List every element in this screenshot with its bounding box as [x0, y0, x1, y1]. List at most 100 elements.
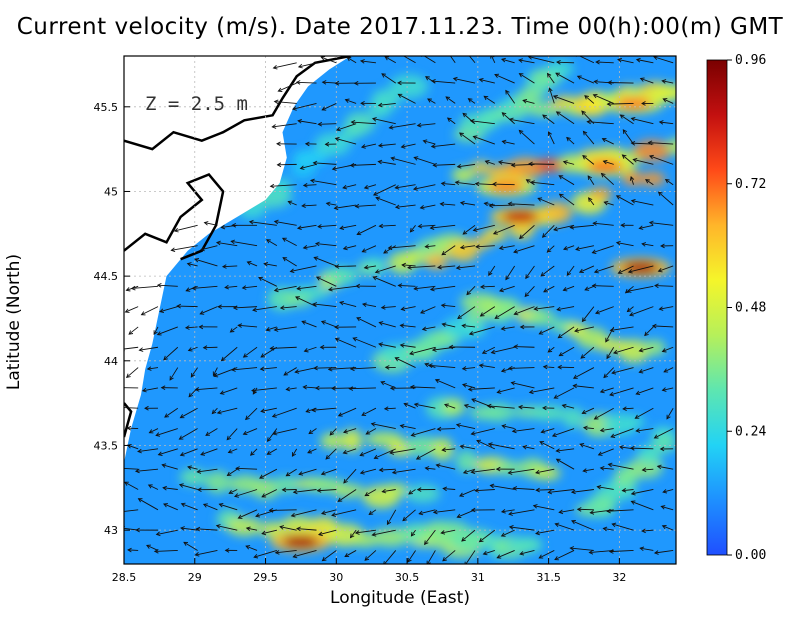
arrow-head	[186, 262, 192, 267]
arrow-head	[551, 432, 557, 438]
arrow-head	[371, 532, 377, 537]
arrow-head	[596, 484, 602, 490]
current-arrow	[501, 58, 515, 64]
current-arrow	[135, 468, 159, 472]
current-arrow	[654, 428, 674, 439]
arrow-head	[482, 550, 488, 556]
arrow-head	[481, 349, 487, 354]
arrow-head	[361, 248, 367, 253]
arrow-head	[314, 241, 320, 247]
arrow-head	[383, 249, 388, 254]
current-arrow	[158, 448, 178, 456]
current-arrow	[645, 179, 654, 186]
arrow-head	[660, 505, 666, 510]
arrow-head	[630, 500, 636, 505]
arrow-head	[285, 386, 291, 392]
arrow-head	[263, 261, 269, 267]
current-arrow	[321, 509, 337, 515]
current-arrow	[195, 550, 218, 556]
arrow-head	[647, 140, 653, 146]
current-arrow	[578, 56, 595, 64]
current-arrow	[498, 161, 515, 165]
current-arrow	[361, 143, 377, 148]
current-arrow	[457, 306, 476, 319]
arrow-head	[548, 87, 553, 93]
current-arrow	[654, 285, 674, 287]
arrow-head	[593, 415, 599, 420]
arrow-head	[483, 201, 489, 207]
arrow-head	[530, 180, 535, 185]
current-arrow	[338, 407, 357, 417]
arrow-head	[339, 225, 345, 231]
current-arrow	[583, 131, 595, 145]
current-arrow	[395, 204, 416, 208]
arrow-head	[512, 486, 518, 491]
arrow-head	[632, 157, 638, 163]
arrow-head	[488, 203, 494, 209]
arrow-head	[501, 139, 507, 145]
current-arrow	[126, 367, 139, 378]
arrow-head	[456, 164, 462, 169]
current-arrow	[444, 404, 456, 409]
current-arrow	[372, 118, 396, 125]
arrow-head	[299, 165, 305, 170]
arrow-head	[242, 353, 248, 358]
arrow-head	[242, 430, 248, 436]
arrow-head	[399, 423, 405, 429]
current-arrow	[440, 203, 456, 206]
arrow-head	[364, 556, 370, 561]
arrow-head	[220, 356, 226, 362]
current-arrow	[318, 224, 337, 228]
arrow-head	[581, 409, 587, 415]
arrow-head	[415, 455, 421, 460]
arrow-head	[312, 302, 318, 307]
current-arrow	[379, 468, 396, 471]
current-arrow	[286, 387, 297, 390]
current-arrow	[280, 306, 297, 309]
current-arrow	[353, 337, 377, 348]
current-arrow	[246, 527, 258, 531]
current-arrow	[227, 468, 238, 476]
arrow-head	[130, 285, 136, 291]
arrow-head	[489, 483, 495, 489]
current-arrow	[512, 428, 535, 432]
arrow-head	[578, 268, 584, 273]
arrow-head	[197, 487, 202, 492]
current-arrow	[600, 467, 614, 470]
current-arrow	[592, 285, 614, 287]
arrow-head	[279, 305, 285, 311]
arrow-head	[117, 466, 121, 470]
current-arrow	[430, 285, 456, 291]
arrow-head	[377, 159, 383, 165]
current-arrow	[372, 529, 396, 536]
current-arrow	[449, 56, 456, 64]
arrow-head	[571, 519, 576, 525]
current-arrow	[511, 382, 535, 389]
arrow-head	[408, 490, 413, 495]
current-arrow	[633, 159, 654, 165]
current-arrow	[425, 467, 436, 470]
current-arrow	[640, 78, 654, 84]
arrow-head	[337, 412, 343, 417]
current-arrow	[411, 529, 416, 537]
current-arrow	[149, 428, 159, 434]
current-arrow	[462, 224, 476, 235]
current-arrow	[247, 261, 258, 267]
arrow-head	[662, 489, 668, 494]
current-arrow	[428, 364, 456, 369]
arrow-head	[629, 312, 634, 317]
current-arrow	[658, 191, 674, 206]
arrow-head	[292, 553, 298, 559]
land-area	[124, 56, 351, 463]
y-tick-label: 45.5	[94, 101, 119, 114]
arrow-head	[313, 256, 319, 261]
current-arrow	[610, 326, 634, 331]
current-arrow	[387, 509, 397, 525]
arrow-head	[342, 184, 348, 190]
current-arrow	[535, 468, 555, 474]
arrow-head	[378, 223, 384, 229]
current-arrow	[231, 367, 258, 371]
arrow-head	[500, 368, 506, 373]
arrow-head	[353, 81, 359, 86]
arrow-head	[422, 139, 428, 144]
